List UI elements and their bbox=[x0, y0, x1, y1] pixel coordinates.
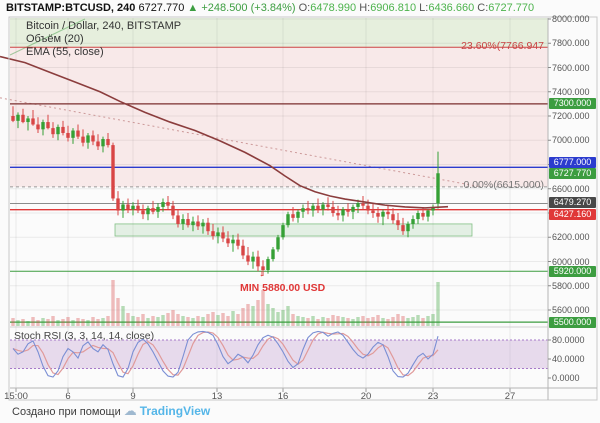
tradingview-link[interactable]: TradingView bbox=[139, 404, 211, 418]
up-arrow-icon: ▲ bbox=[187, 2, 199, 14]
time-tick-label: 6 bbox=[65, 391, 71, 402]
price-tick-label: 7800.000 bbox=[552, 38, 590, 49]
price-tick-label: 8000.000 bbox=[552, 14, 590, 24]
stoch-tick-label: 0.0000 bbox=[552, 373, 580, 383]
high-label: H: bbox=[359, 2, 371, 14]
time-tick-label: 23 bbox=[427, 391, 439, 402]
open-value: 6478.990 bbox=[310, 2, 357, 14]
price-line-badge: 7300.000 bbox=[549, 98, 596, 110]
time-tick-label: 27 bbox=[504, 391, 516, 402]
price-change: +248.500 (+3.84%) bbox=[201, 2, 296, 14]
price-tick-label: 6000.000 bbox=[552, 256, 590, 267]
price-tick-label: 6600.000 bbox=[552, 183, 590, 194]
legend-ema-study[interactable]: EMA (55, close) bbox=[26, 46, 104, 58]
symbol-name: BITSTAMP:BTCUSD, bbox=[6, 2, 114, 14]
created-by-text: Создано при помощи bbox=[12, 406, 121, 418]
time-tick-label: 15:00 bbox=[4, 391, 28, 402]
close-label: C: bbox=[477, 2, 489, 14]
price-tick-label: 5800.000 bbox=[552, 280, 590, 291]
tradingview-cloud-icon: ☁ bbox=[123, 403, 137, 418]
price-line-badge: 6479.270 bbox=[549, 196, 596, 208]
close-value: 6727.770 bbox=[488, 2, 535, 14]
price-line-badge: 6727.770 bbox=[549, 167, 596, 179]
min-arrow-marker[interactable]: ↓ bbox=[259, 268, 264, 279]
price-line-badge: 5500.000 bbox=[549, 316, 596, 328]
last-price: 6727.770 bbox=[138, 2, 185, 14]
attribution-footer: Создано при помощи ☁ TradingView bbox=[12, 403, 210, 419]
stoch-tick-label: 40.0000 bbox=[552, 354, 585, 364]
price-tick-label: 5600.000 bbox=[552, 305, 590, 315]
low-value: 6436.660 bbox=[428, 2, 475, 14]
low-label: L: bbox=[419, 2, 429, 14]
time-tick-label: 16 bbox=[277, 391, 289, 402]
legend-symbol[interactable]: Bitcoin / Dollar, 240, BITSTAMP bbox=[26, 20, 182, 32]
fib-0-label: 0.00%(6615.000) bbox=[463, 179, 544, 191]
fib-236-label: 23.60%(7766.947 bbox=[461, 40, 544, 52]
price-line-badge: 6427.160 bbox=[549, 209, 596, 221]
price-tick-label: 7200.000 bbox=[552, 111, 590, 121]
chart-legend: Bitcoin / Dollar, 240, BITSTAMP Объём (2… bbox=[26, 20, 181, 59]
price-line-badge: 6777.000 bbox=[549, 156, 596, 168]
min-price-annotation[interactable]: MIN 5880.00 USD bbox=[240, 282, 326, 294]
time-tick-label: 13 bbox=[211, 391, 223, 402]
price-tick-label: 7600.000 bbox=[552, 62, 590, 73]
time-tick-label: 9 bbox=[130, 391, 136, 402]
time-tick-label: 20 bbox=[360, 391, 372, 402]
price-tick-label: 6200.000 bbox=[552, 232, 590, 243]
price-line-badge: 5920.000 bbox=[549, 265, 596, 277]
stoch-tick-label: 80.0000 bbox=[552, 335, 585, 345]
price-tick-label: 7000.000 bbox=[552, 135, 590, 146]
legend-volume-study[interactable]: Объём (20) bbox=[26, 33, 84, 45]
high-value: 6906.810 bbox=[370, 2, 417, 14]
symbol-interval: 240 bbox=[117, 2, 136, 14]
symbol-header: BITSTAMP:BTCUSD, 240 6727.770 ▲ +248.500… bbox=[6, 2, 534, 14]
open-label: O: bbox=[298, 2, 311, 14]
price-tick-label: 7400.000 bbox=[552, 86, 590, 97]
stoch-rsi-legend[interactable]: Stoch RSI (3, 3, 14, 14, close) bbox=[14, 330, 155, 342]
